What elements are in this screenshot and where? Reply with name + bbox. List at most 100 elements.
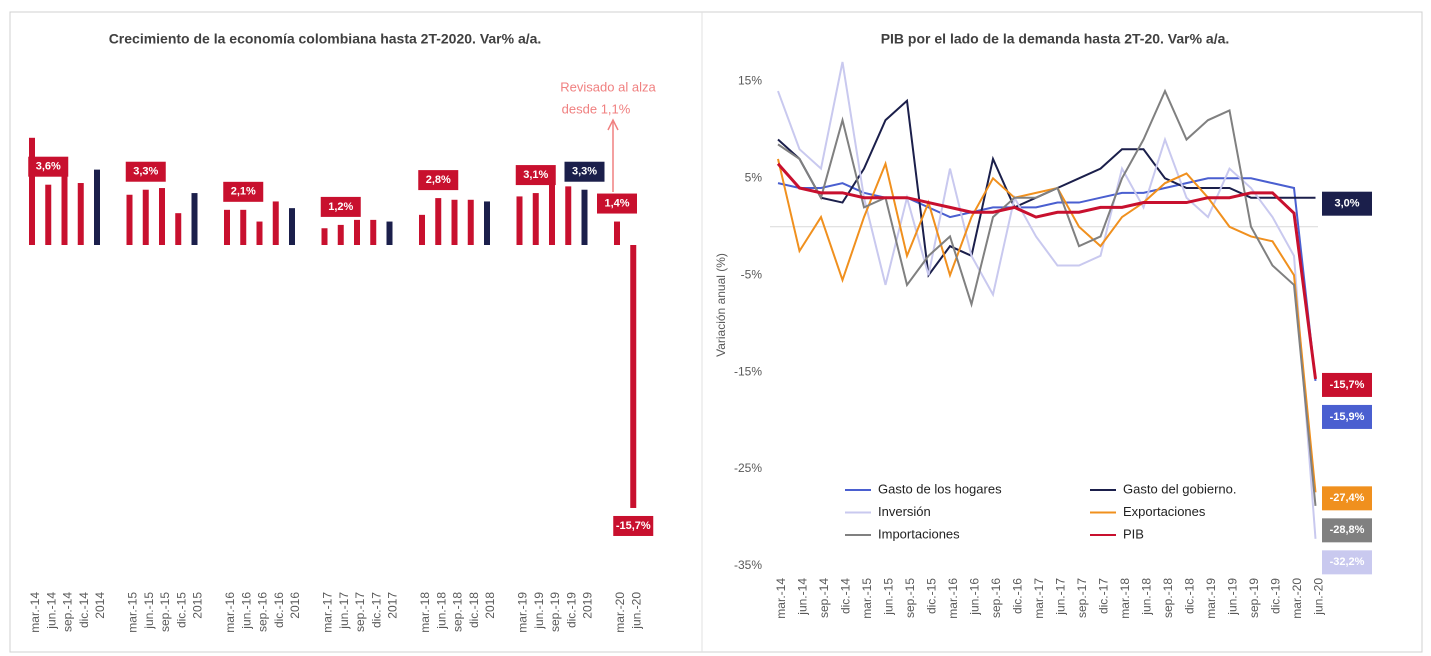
bar	[630, 245, 637, 508]
x-tick-label: mar.-15	[860, 578, 874, 619]
x-tick-label: jun.-20	[1312, 578, 1326, 616]
x-tick-label: jun.-19	[532, 592, 546, 630]
x-tick-label: 2019	[581, 592, 595, 619]
line-series	[777, 158, 1317, 493]
bar	[484, 201, 490, 245]
bar	[581, 189, 588, 245]
x-tick-label: 2014	[93, 592, 107, 619]
x-tick-label: sep.-14	[61, 592, 75, 632]
x-tick-label: sep.-18	[451, 592, 465, 632]
x-tick-label: dic.-18	[467, 592, 481, 628]
y-tick-label: 15%	[738, 74, 762, 88]
x-tick-label: dic.-19	[564, 592, 578, 628]
x-tick-label: jun.-17	[337, 592, 351, 630]
x-tick-label: mar.-15	[126, 592, 140, 633]
bar	[240, 209, 247, 245]
value-label-box	[613, 515, 654, 536]
bar	[191, 193, 198, 245]
value-label: -32,2%	[1330, 556, 1365, 568]
x-tick-label: dic.-16	[272, 592, 286, 628]
line-series	[777, 177, 1317, 381]
value-label-box	[1322, 550, 1372, 575]
x-tick-label: dic.-17	[369, 592, 383, 628]
x-tick-label: dic.-16	[1011, 578, 1025, 614]
x-tick-label: sep.-15	[903, 578, 917, 618]
value-label: 1,2%	[328, 201, 353, 213]
bar	[94, 169, 100, 245]
x-tick-label: dic.-17	[1097, 578, 1111, 614]
value-label-box	[418, 170, 459, 191]
bar	[337, 224, 344, 245]
x-tick-label: sep.-19	[1247, 578, 1261, 618]
x-tick-label: sep.-17	[353, 592, 367, 632]
bar	[256, 221, 263, 245]
annotation: Revisado al alza	[560, 79, 656, 94]
x-tick-label: mar.-16	[223, 592, 237, 633]
y-tick-label: -25%	[734, 461, 762, 475]
value-label-box	[125, 161, 166, 182]
value-label-box	[320, 196, 361, 217]
value-label: 2,1%	[231, 186, 256, 198]
bar	[467, 199, 474, 245]
x-tick-label: dic.-15	[174, 592, 188, 628]
value-label: 3,6%	[36, 161, 61, 173]
x-tick-label: mar.-17	[321, 592, 335, 633]
value-label-box	[1322, 404, 1372, 429]
x-tick-label: sep.-16	[256, 592, 270, 632]
bar	[532, 193, 539, 245]
x-tick-label: mar.-20	[613, 592, 627, 633]
value-label: -27,4%	[1330, 492, 1365, 504]
x-tick-label: sep.-17	[1075, 578, 1089, 618]
bar	[29, 137, 35, 245]
value-label: -15,9%	[1330, 411, 1365, 423]
x-tick-label: jun.-16	[968, 578, 982, 616]
bar	[516, 196, 523, 245]
value-label: 3,1%	[523, 169, 548, 181]
value-label-box	[564, 161, 605, 182]
x-tick-label: sep.-18	[1161, 578, 1175, 618]
y-tick-label: 5%	[745, 170, 763, 184]
x-tick-label: jun.-16	[239, 592, 253, 630]
x-tick-label: jun.-14	[44, 592, 58, 630]
value-label: -15,7%	[1330, 379, 1365, 391]
bar	[321, 228, 328, 245]
value-label: -15,7%	[616, 520, 651, 532]
x-tick-label: dic.-15	[925, 578, 939, 614]
value-label-box	[597, 193, 637, 214]
x-tick-label: 2017	[386, 592, 400, 619]
value-label-box	[1322, 518, 1372, 543]
bar	[386, 221, 393, 245]
x-tick-label: jun.-15	[882, 578, 896, 616]
x-tick-label: mar.-20	[1290, 578, 1304, 619]
annotation-arrow	[607, 118, 619, 131]
x-tick-label: dic.-18	[1183, 578, 1197, 614]
legend-label: Gasto de los hogares	[878, 481, 1002, 496]
bar	[289, 208, 295, 245]
y-tick-label: -35%	[734, 558, 762, 572]
line-series	[776, 162, 1317, 380]
bar	[45, 184, 52, 245]
bar	[61, 174, 68, 245]
bar	[451, 199, 458, 245]
chart-title: PIB por el lado de la demanda hasta 2T-2…	[881, 31, 1230, 47]
line-series	[777, 61, 1317, 539]
bar	[549, 181, 555, 245]
x-tick-label: mar.-19	[1204, 578, 1218, 619]
bar	[272, 201, 279, 245]
y-tick-label: -5%	[741, 267, 763, 281]
x-tick-label: jun.-17	[1054, 578, 1068, 616]
bar	[126, 194, 133, 245]
x-tick-label: dic.-14	[839, 578, 853, 614]
bar	[370, 219, 377, 245]
bar	[77, 183, 84, 245]
x-tick-label: sep.-16	[989, 578, 1003, 618]
value-label: 3,3%	[133, 166, 158, 178]
y-tick-label: -15%	[734, 364, 762, 378]
x-tick-label: 2016	[288, 592, 302, 619]
x-tick-label: sep.-19	[548, 592, 562, 632]
value-label: -28,8%	[1330, 524, 1365, 536]
frame	[9, 11, 1423, 653]
legend-label: PIB	[1123, 526, 1144, 541]
x-tick-label: mar.-16	[946, 578, 960, 619]
